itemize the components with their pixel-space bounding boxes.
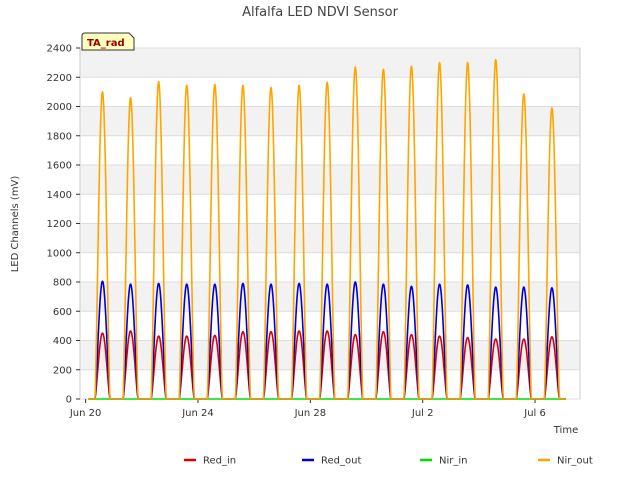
y-tick-label: 2400 <box>47 44 72 55</box>
x-tick-label: Jun 24 <box>181 408 214 419</box>
x-tick-label: Jun 28 <box>294 408 327 419</box>
series-lines <box>87 58 567 400</box>
ta-rad-badge: TA_rad <box>81 32 135 51</box>
badge-label: TA_rad <box>87 38 125 49</box>
legend-label: Red_in <box>203 456 236 467</box>
y-axis-label: LED Channels (mV) <box>10 176 21 273</box>
legend-label: Nir_in <box>439 456 468 467</box>
y-axis-ticks: 0 200 400 600 800 1000 1200 1400 1600 1800 2000 220… <box>47 44 80 406</box>
plot-band <box>80 48 580 78</box>
y-tick-label: 400 <box>53 336 72 347</box>
y-tick-label: 600 <box>53 307 72 318</box>
y-tick-label: 2000 <box>47 102 72 113</box>
legend-label: Red_out <box>321 456 361 467</box>
y-tick-label: 1800 <box>47 131 72 142</box>
y-tick-label: 0 <box>66 395 72 406</box>
chart-title: Alfalfa LED NDVI Sensor <box>242 5 399 20</box>
x-tick-label: Jul 2 <box>411 408 434 419</box>
series-line-nir-out <box>87 58 567 400</box>
y-tick-label: 1600 <box>47 161 72 172</box>
badge-box <box>81 32 135 51</box>
legend-label: Nir_out <box>557 456 593 467</box>
chart-legend: Red_in Red_out Nir_in Nir_out <box>184 456 593 467</box>
y-tick-label: 1000 <box>47 248 72 259</box>
y-tick-label: 1200 <box>47 219 72 230</box>
x-axis-label: Time <box>553 425 578 436</box>
x-axis-ticks: Jun 20 Jun 24 Jun 28 Jul 2 Jul 6 <box>69 399 546 419</box>
y-tick-label: 200 <box>53 365 72 376</box>
y-tick-label: 2200 <box>47 73 72 84</box>
x-tick-label: Jul 6 <box>523 408 546 419</box>
y-tick-label: 1400 <box>47 190 72 201</box>
x-tick-label: Jun 20 <box>69 408 102 419</box>
y-tick-label: 800 <box>53 278 72 289</box>
